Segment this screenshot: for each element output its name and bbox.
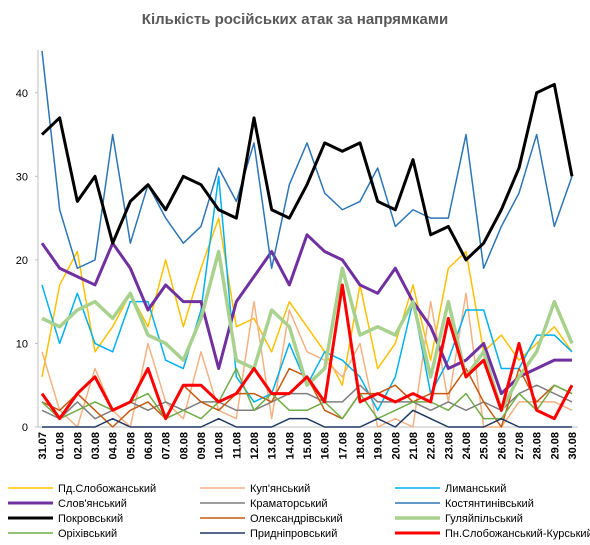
legend-label: Оріхівський [58, 528, 117, 540]
x-tick-label: 26.08 [496, 432, 508, 460]
x-tick-label: 25.08 [479, 432, 491, 460]
series-line [42, 409, 572, 428]
legend-label: Лиманський [445, 483, 506, 495]
x-tick-label: 03.08 [90, 432, 102, 460]
legend-label: Краматорський [250, 498, 328, 510]
x-tick-label: 10.08 [214, 432, 226, 460]
x-tick-label: 27.08 [514, 432, 526, 460]
x-tick-label: 02.08 [72, 432, 84, 460]
x-tick-label: 08.08 [178, 432, 190, 460]
x-tick-label: 01.08 [55, 432, 67, 460]
series-line [40, 233, 572, 396]
x-tick-label: 16.08 [320, 432, 332, 460]
x-tick-label: 06.08 [143, 432, 155, 460]
x-tick-label: 07.08 [161, 432, 173, 460]
chart-title: Кількість російських атак за напрямками [142, 11, 448, 28]
series-line [41, 249, 574, 413]
series-line [40, 283, 574, 421]
x-tick-label: 22.08 [426, 432, 438, 460]
y-tick-label: 10 [16, 338, 28, 350]
legend-label: Гуляйпільський [445, 513, 523, 525]
x-tick-label: 23.08 [443, 432, 455, 460]
x-tick-label: 13.08 [267, 432, 279, 460]
x-tick-label: 31.07 [37, 432, 49, 460]
y-tick-label: 0 [22, 422, 28, 434]
legend-label: Пд.Слобожанський [58, 483, 156, 495]
legend-label: Куп'янський [250, 483, 310, 495]
series-line [40, 82, 574, 262]
y-tick-label: 20 [16, 255, 28, 267]
y-tick-label: 30 [16, 171, 28, 183]
x-tick-label: 20.08 [390, 432, 402, 460]
x-tick-label: 14.08 [284, 432, 296, 460]
x-tick-label: 18.08 [355, 432, 367, 460]
x-tick-label: 28.08 [532, 432, 544, 460]
x-tick-label: 24.08 [461, 432, 473, 460]
y-tick-label: 40 [16, 88, 28, 100]
x-tick-label: 30.08 [567, 432, 579, 460]
series-line [41, 217, 573, 386]
x-tick-label: 19.08 [373, 432, 385, 460]
x-tick-label: 29.08 [549, 432, 561, 460]
series-line [41, 50, 573, 269]
legend-label: Слов'янський [58, 498, 127, 510]
legend-label: Олександрівський [250, 513, 343, 525]
x-tick-label: 04.08 [108, 432, 120, 460]
legend-label: Покровський [58, 513, 123, 525]
x-tick-label: 17.08 [337, 432, 349, 460]
legend-label: Пн.Слобожанський-Курський [445, 528, 590, 540]
x-tick-label: 12.08 [249, 432, 261, 460]
x-tick-label: 21.08 [408, 432, 420, 460]
x-tick-label: 05.08 [125, 432, 137, 460]
x-tick-label: 09.08 [196, 432, 208, 460]
x-tick-label: 11.08 [231, 432, 243, 459]
legend-label: Костянтинівський [445, 498, 534, 510]
legend-label: Придніпровський [250, 528, 337, 540]
x-tick-label: 15.08 [302, 432, 314, 460]
